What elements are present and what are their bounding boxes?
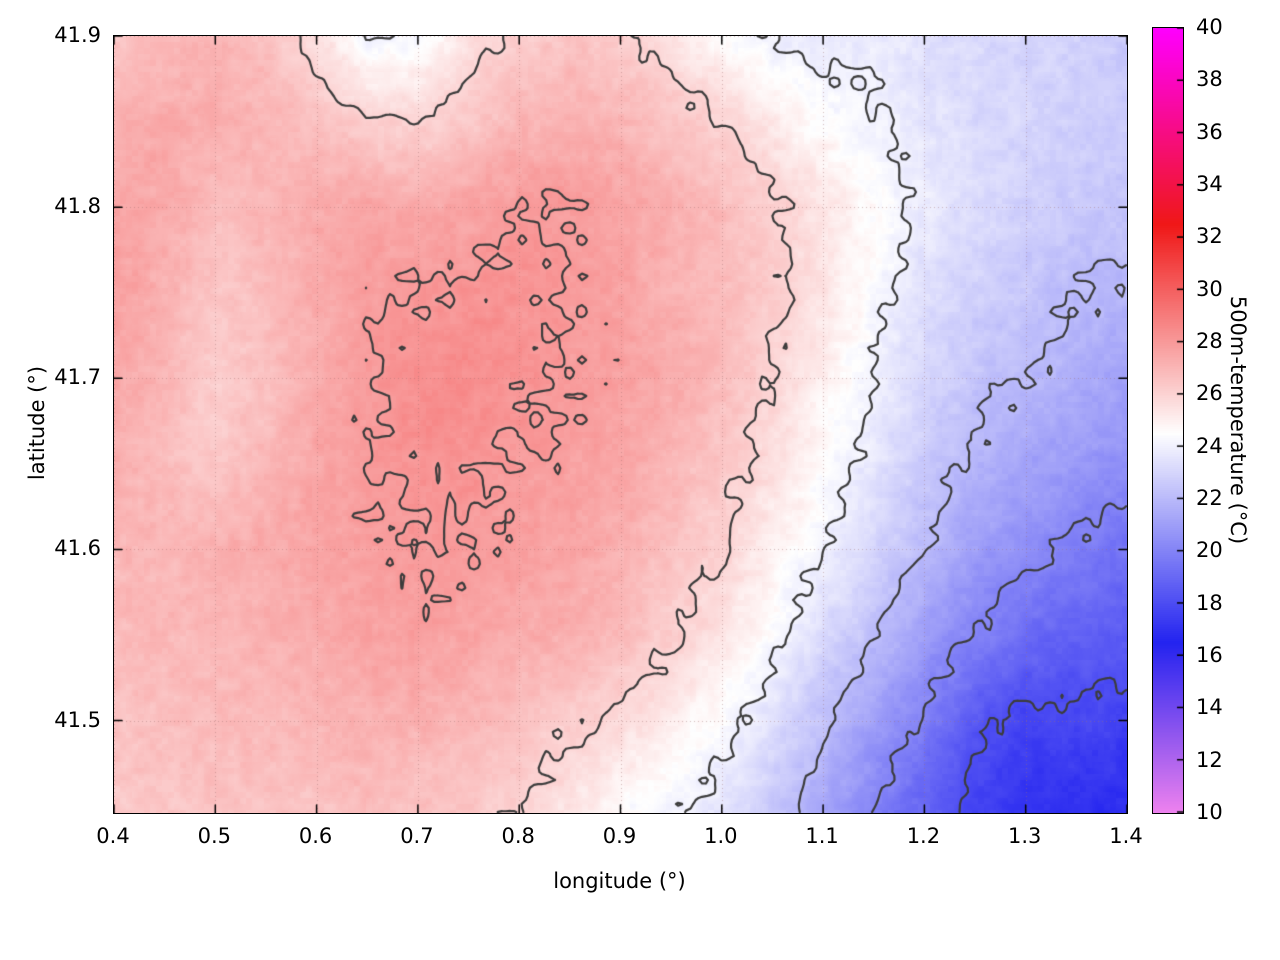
x-tick-label: 1.3 xyxy=(1007,824,1042,848)
colorbar-canvas xyxy=(1153,28,1183,813)
colorbar-tick-label: 26 xyxy=(1196,381,1223,406)
x-tick-label: 0.6 xyxy=(298,824,333,848)
y-tick-label: 41.8 xyxy=(54,194,101,219)
colorbar-tick-label: 16 xyxy=(1196,643,1223,667)
colorbar-tick-label: 32 xyxy=(1196,224,1223,249)
y-tick-label: 41.7 xyxy=(54,365,101,390)
y-tick-label: 41.9 xyxy=(54,23,101,47)
colorbar-tick-label: 38 xyxy=(1196,67,1223,92)
colorbar xyxy=(1152,27,1184,814)
y-tick-label: 41.6 xyxy=(54,536,101,561)
colorbar-tick-label: 12 xyxy=(1196,747,1223,772)
colorbar-tick-label: 40 xyxy=(1196,15,1223,39)
colorbar-tick-label: 14 xyxy=(1196,695,1223,720)
x-tick-label: 0.7 xyxy=(400,824,434,848)
colorbar-tick-label: 10 xyxy=(1196,800,1223,824)
x-tick-label: 0.4 xyxy=(96,824,130,848)
colorbar-tick-label: 24 xyxy=(1196,433,1223,458)
x-tick-label: 1.1 xyxy=(805,824,839,848)
heatmap-canvas xyxy=(114,36,1127,813)
colorbar-tick-label: 28 xyxy=(1196,329,1223,353)
y-tick-label: 41.5 xyxy=(54,707,101,732)
x-tick-label: 0.5 xyxy=(197,824,231,848)
colorbar-tick-label: 22 xyxy=(1196,486,1223,510)
colorbar-tick-label: 36 xyxy=(1196,119,1223,144)
plot-area xyxy=(113,35,1128,814)
colorbar-title: 500m-temperature (°C) xyxy=(1226,295,1250,545)
x-tick-label: 1.0 xyxy=(704,824,738,848)
x-tick-label: 0.8 xyxy=(501,824,535,848)
colorbar-tick-label: 34 xyxy=(1196,172,1223,196)
colorbar-tick-label: 18 xyxy=(1196,590,1223,615)
x-axis-title: longitude (°) xyxy=(553,869,686,893)
x-tick-label: 1.2 xyxy=(906,824,941,848)
x-tick-label: 0.9 xyxy=(602,824,637,848)
colorbar-tick-label: 20 xyxy=(1196,538,1223,563)
x-tick-label: 1.4 xyxy=(1109,824,1143,848)
colorbar-tick-label: 30 xyxy=(1196,276,1223,301)
y-axis-title: latitude (°) xyxy=(25,365,49,481)
